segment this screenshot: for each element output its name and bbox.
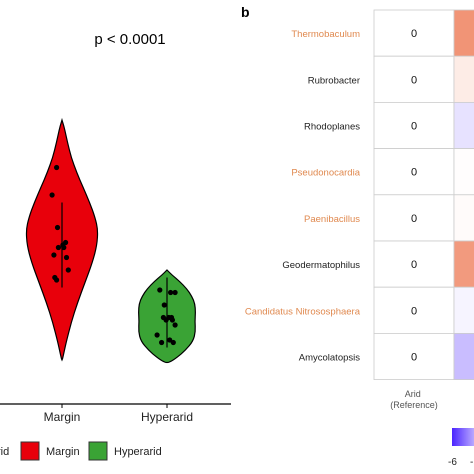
data-point-hyperarid (168, 289, 174, 296)
heatmap-row: Paenibacillus 0 (304, 194, 474, 242)
row-label: Candidatus Nitrososphaera (245, 306, 361, 317)
heatmap-cell-reference (373, 9, 455, 57)
heatmap-cell (453, 9, 474, 57)
heatmap-cell (453, 102, 474, 150)
legend-label-margin: Margin (46, 446, 80, 458)
data-point-margin (63, 254, 70, 261)
violin-margin (25, 117, 99, 362)
row-label: Rhodoplanes (304, 122, 360, 133)
heatmap-row: Rubrobacter 0 (308, 55, 474, 103)
column-label-arid-line2: (Reference) (390, 400, 438, 410)
cell-label: 0 (411, 74, 417, 86)
heatmap-row: Candidatus Nitrososphaera 0 (245, 286, 474, 334)
row-label: Rubrobacter (308, 75, 360, 86)
data-point-margin (65, 267, 71, 273)
data-point-hyperarid (159, 339, 165, 346)
heatmap-row: Amycolatopsis 0 (299, 332, 474, 380)
violin-hyperarid (138, 269, 196, 364)
cell-label: 0 (411, 28, 417, 40)
heatmap-cell (453, 148, 474, 196)
data-point-hyperarid (157, 287, 163, 293)
data-point-hyperarid (161, 302, 167, 308)
legend-swatch-margin (20, 441, 40, 461)
data-point-hyperarid (169, 317, 175, 323)
legend-swatch-hyperarid (88, 441, 108, 461)
legend: rid Margin Hyperarid (0, 441, 162, 461)
data-point-margin (55, 244, 62, 251)
cell-label: 0 (411, 352, 417, 364)
heatmap-cell-reference (373, 332, 455, 380)
x-tick-label-margin: Margin (44, 410, 81, 424)
row-label: Pseudonocardia (291, 168, 360, 179)
data-point-margin (54, 277, 60, 283)
heatmap-row: Rhodoplanes 0 (304, 102, 474, 150)
data-point-margin (51, 252, 57, 258)
cell-label: 0 (411, 305, 417, 317)
data-point-hyperarid (172, 322, 178, 328)
heatmap-cell (453, 240, 474, 288)
row-label: Amycolatopsis (299, 353, 360, 364)
heatmap-cell (453, 286, 474, 334)
row-label: Thermobaculum (291, 29, 360, 40)
heatmap-cell (453, 55, 474, 103)
legend-label-hyperarid: Hyperarid (114, 446, 162, 458)
row-label: Paenibacillus (304, 214, 360, 225)
heatmap-cell-reference (373, 194, 455, 242)
data-point-margin (49, 192, 55, 198)
violins (25, 117, 196, 364)
data-point-hyperarid (170, 339, 176, 346)
colorbar-tick-low: -6 (448, 457, 457, 468)
colorbar (452, 428, 474, 446)
data-point-hyperarid (154, 332, 160, 338)
heatmap-cell-reference (373, 286, 455, 334)
data-point-margin (60, 242, 66, 248)
cell-label: 0 (411, 259, 417, 271)
heatmap-row: Geodermatophilus 0 (282, 240, 474, 288)
heatmap-panel: b Thermobaculum 0 Rubrobacter 0 Rhodoplanes 0… (241, 4, 474, 468)
colorbar-tick-next: - (470, 457, 473, 468)
data-point-hyperarid (163, 317, 169, 323)
p-value-title: p < 0.0001 (94, 31, 165, 48)
cell-label: 0 (411, 167, 417, 179)
legend-label-arid: rid (0, 446, 9, 458)
column-label-arid-line1: Arid (405, 389, 421, 399)
heatmap-row: Thermobaculum 0 (291, 9, 474, 57)
row-label: Geodermatophilus (282, 260, 360, 271)
heatmap-cell (453, 194, 474, 242)
heatmap-cell (453, 332, 474, 380)
column-label-arid: Arid (Reference) (390, 389, 438, 410)
panel-b-label: b (241, 4, 250, 20)
heatmap-cell-reference (373, 55, 455, 103)
cell-label: 0 (411, 121, 417, 133)
data-point-margin (54, 224, 61, 231)
violin-panel: p < 0.0001 Margin Hyperarid rid Margin H… (0, 31, 231, 461)
cell-label: 0 (411, 213, 417, 225)
heatmap-cell-reference (373, 240, 455, 288)
x-tick-label-hyperarid: Hyperarid (141, 410, 193, 424)
heatmap-row: Pseudonocardia 0 (291, 148, 474, 196)
data-point-hyperarid (172, 289, 178, 296)
data-point-margin (54, 164, 60, 171)
